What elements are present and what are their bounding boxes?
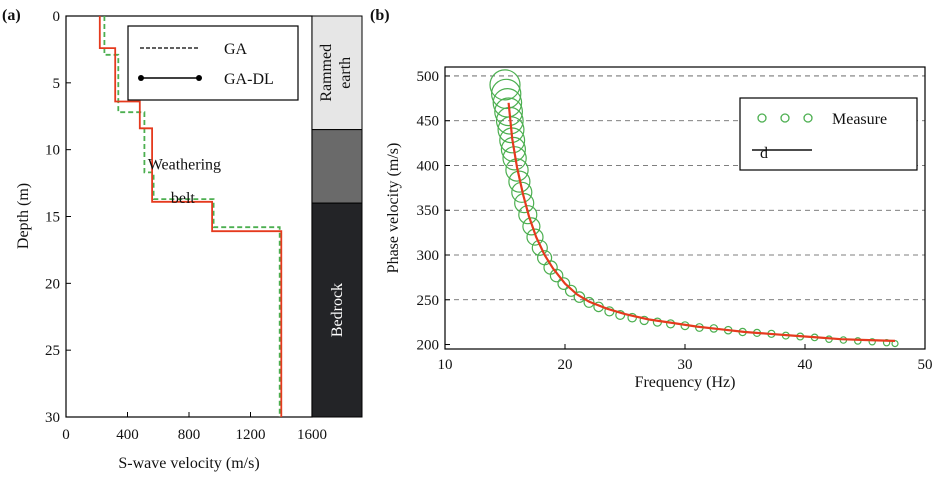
panel-a-x-tick-label: 800: [178, 427, 201, 443]
panel-a-x-tick-label: 400: [116, 427, 139, 443]
panel-b-y-tick-label: 200: [417, 338, 440, 354]
panel-b-x-tick-label: 20: [558, 357, 573, 373]
panel-a-series: [98, 16, 283, 417]
legend-measure-marker-3: [803, 113, 813, 123]
panel-a-x-tick-label: 1600: [297, 427, 327, 443]
panel-b-y-tick-label: 300: [417, 248, 440, 264]
series-ga-dl-line: [98, 16, 283, 417]
measure-point: [573, 291, 586, 303]
measure-point: [500, 136, 527, 162]
panel-a-legend: GA GA-DL: [127, 25, 299, 101]
panel-b-x-tick-label: 10: [438, 357, 453, 373]
series-d-line: [507, 102, 896, 342]
panel-a-x-tick-label: 0: [62, 427, 70, 443]
measure-point: [868, 338, 876, 346]
legend-measure-label: Measure: [832, 111, 887, 128]
legend-ga-dl-label: GA-DL: [224, 71, 274, 88]
panel-a-y-axis-label: Depth (m): [15, 183, 32, 249]
measure-point: [557, 277, 571, 291]
stratum-label-line: earth: [337, 57, 354, 89]
legend-ga-label: GA: [224, 41, 248, 58]
legend-ga-dl-marker-right: [196, 75, 202, 81]
panel-b-x-tick-label: 30: [678, 357, 693, 373]
measure-point: [522, 217, 541, 236]
panel-a-y-tick-label: 5: [53, 76, 61, 92]
panel-a-ticks: 0 400 800 1200 1600 0 5 10 15 20 25 30: [45, 9, 327, 443]
legend-d-label: d: [760, 145, 768, 162]
measure-point: [531, 239, 548, 256]
panel-a-y-tick-label: 15: [45, 210, 60, 226]
panel-b: (b) 10 20 30 40 50 200 250 300 350 400 450 500 Freq…: [370, 7, 933, 391]
panel-b-label: (b): [370, 7, 390, 24]
stratum-label-rammed-earth: Rammed earth: [318, 44, 354, 102]
stratum-label-bedrock: Bedrock: [329, 283, 346, 337]
panel-a-x-axis-label: S-wave velocity (m/s): [118, 455, 259, 472]
measure-point: [564, 284, 578, 297]
measure-point: [518, 205, 538, 225]
legend-ga-dl-marker-left: [138, 75, 144, 81]
panel-b-y-tick-label: 450: [417, 114, 440, 130]
strata-column: Rammed earth Bedrock: [311, 15, 363, 418]
measure-point: [491, 78, 522, 110]
legend-measure-marker-2: [780, 113, 790, 123]
panel-b-legend-box: [739, 97, 918, 171]
panel-b-x-tick-label: 50: [918, 357, 933, 373]
measure-point: [511, 181, 533, 203]
measure-point: [494, 97, 524, 127]
panel-a-y-tick-label: 0: [53, 9, 61, 25]
panel-a-y-tick-label: 10: [45, 143, 60, 159]
panel-b-x-tick-label: 40: [798, 357, 813, 373]
panel-a-label: (a): [2, 7, 21, 24]
measure-point: [514, 193, 535, 214]
measure-point: [549, 268, 564, 283]
stratum-label-line: Bedrock: [329, 283, 346, 337]
annotation-label: Weathering: [148, 157, 221, 174]
panel-b-legend: Measure d: [739, 97, 918, 171]
stratum-block: [311, 202, 363, 418]
panel-b-y-tick-label: 350: [417, 203, 440, 219]
panel-a: (a) 0 400 800 1200 1600 0 5 10 15 20 25 30 Weatheri…: [2, 7, 363, 472]
measure-point: [489, 69, 521, 101]
panel-b-fit-series: [507, 102, 896, 342]
stratum-block: [311, 129, 363, 204]
panel-a-y-tick-label: 20: [45, 276, 60, 292]
panel-a-legend-box: [127, 25, 299, 101]
legend-measure-marker-1: [757, 113, 767, 123]
panel-b-ticks: 10 20 30 40 50 200 250 300 350 400 450 500: [417, 69, 933, 373]
stratum-label-line: Rammed: [318, 44, 335, 102]
measure-point: [505, 158, 529, 182]
annotation-label: belt: [171, 190, 196, 207]
panel-a-y-tick-label: 30: [45, 410, 60, 426]
panel-a-x-tick-label: 1200: [236, 427, 266, 443]
panel-b-y-tick-label: 500: [417, 69, 440, 85]
panel-b-y-axis-label: Phase velocity (m/s): [385, 143, 402, 274]
panel-b-y-tick-label: 250: [417, 293, 440, 309]
panel-b-y-tick-label: 400: [417, 158, 440, 174]
measure-point: [508, 170, 531, 193]
measure-point: [526, 228, 544, 246]
panel-a-annotations: Weathering belt: [148, 157, 221, 207]
panel-b-x-axis-label: Frequency (Hz): [635, 374, 736, 391]
panel-a-y-tick-label: 25: [45, 343, 60, 359]
